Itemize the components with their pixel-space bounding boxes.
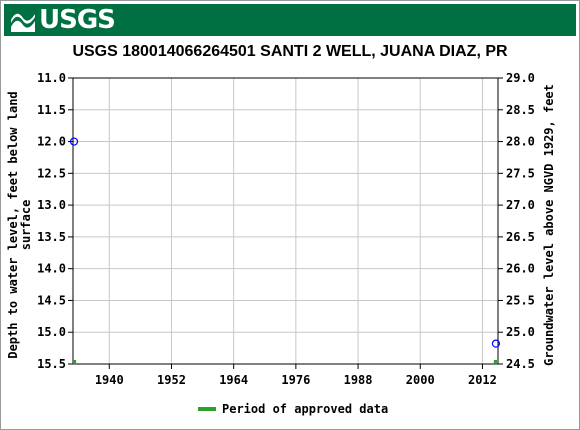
y-axis-label-line1: Depth to water level, feet below land [6, 91, 20, 358]
x-tick-label: 1952 [157, 373, 186, 387]
grid-layer [73, 77, 498, 365]
usgs-banner: USGS [4, 4, 576, 36]
y-tick-label: 14.5 [37, 293, 66, 307]
y-tick-label: 11.5 [37, 103, 66, 117]
y2-tick-label: 27.0 [506, 198, 535, 212]
approved-periods-layer [73, 360, 497, 364]
y2-tick-label: 29.0 [506, 71, 535, 85]
x-tick-label: 1988 [344, 373, 373, 387]
legend-swatch-approved [198, 407, 216, 411]
y2-tick-label: 28.5 [506, 103, 535, 117]
ticks-layer: 11.0 11.5 12.0 12.5 13.0 13.5 14.0 14.5 15.0 15.5… [37, 71, 535, 387]
y2-tick-label: 28.0 [506, 135, 535, 149]
y-axis-label-line2: surface [19, 200, 33, 251]
y2-tick-label: 26.5 [506, 230, 535, 244]
usgs-wave-icon [11, 13, 35, 32]
legend: Period of approved data [198, 402, 388, 416]
plot-area [72, 77, 499, 365]
y-tick-label: 11.0 [37, 71, 66, 85]
x-tick-label: 2000 [406, 373, 435, 387]
y-tick-label: 12.0 [37, 135, 66, 149]
x-tick-label: 1940 [95, 373, 124, 387]
y2-tick-label: 27.5 [506, 166, 535, 180]
legend-label-approved: Period of approved data [222, 402, 389, 416]
chart-title: USGS 180014066264501 SANTI 2 WELL, JUANA… [72, 43, 508, 60]
y-tick-label: 13.0 [37, 198, 66, 212]
y-tick-label: 12.5 [37, 166, 66, 180]
y2-axis-label: Groundwater level above NGVD 1929, feet [542, 84, 556, 366]
y-tick-label: 15.0 [37, 325, 66, 339]
x-tick-label: 2012 [468, 373, 497, 387]
approved-period-bar [73, 360, 77, 364]
data-point [491, 339, 501, 348]
y2-tick-label: 26.0 [506, 262, 535, 276]
approved-period-bar [493, 360, 497, 364]
y-tick-label: 14.0 [37, 262, 66, 276]
y2-tick-label: 24.5 [506, 357, 535, 371]
x-tick-label: 1964 [219, 373, 248, 387]
usgs-logo[interactable]: USGS [10, 5, 116, 35]
y2-tick-label: 25.0 [506, 325, 535, 339]
data-point [69, 137, 79, 146]
usgs-logo-text: USGS [39, 5, 116, 35]
y-tick-label: 15.5 [37, 357, 66, 371]
y-tick-label: 13.5 [37, 230, 66, 244]
data-points-layer [69, 137, 501, 348]
y2-tick-label: 25.5 [506, 293, 535, 307]
x-tick-label: 1976 [281, 373, 310, 387]
